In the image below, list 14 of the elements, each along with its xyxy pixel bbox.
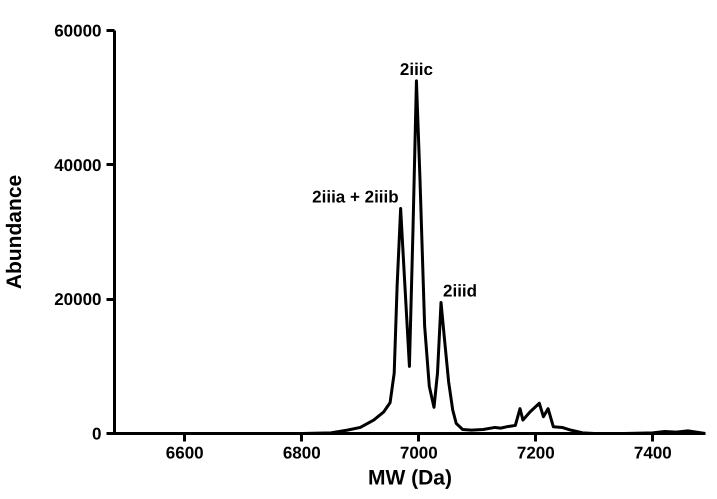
y-tick-label: 20000 [54, 290, 102, 310]
annotation: 2iiid [443, 282, 478, 301]
y-tick-label: 0 [92, 424, 102, 444]
x-tick-label: 7200 [516, 444, 555, 462]
x-tick-label: 6800 [282, 444, 321, 462]
x-axis-title: MW (Da) [368, 466, 452, 490]
x-tick-label: 7000 [400, 444, 438, 462]
y-tick-label: 40000 [54, 156, 102, 175]
y-tick-label: 60000 [54, 22, 102, 40]
annotation: 2iiia + 2iiib [312, 187, 399, 206]
x-tick-label: 7400 [634, 444, 672, 462]
annotation: 2iiic [400, 60, 433, 79]
y-axis-title: Abundance [3, 174, 26, 290]
x-tick-label: 6600 [166, 444, 204, 462]
